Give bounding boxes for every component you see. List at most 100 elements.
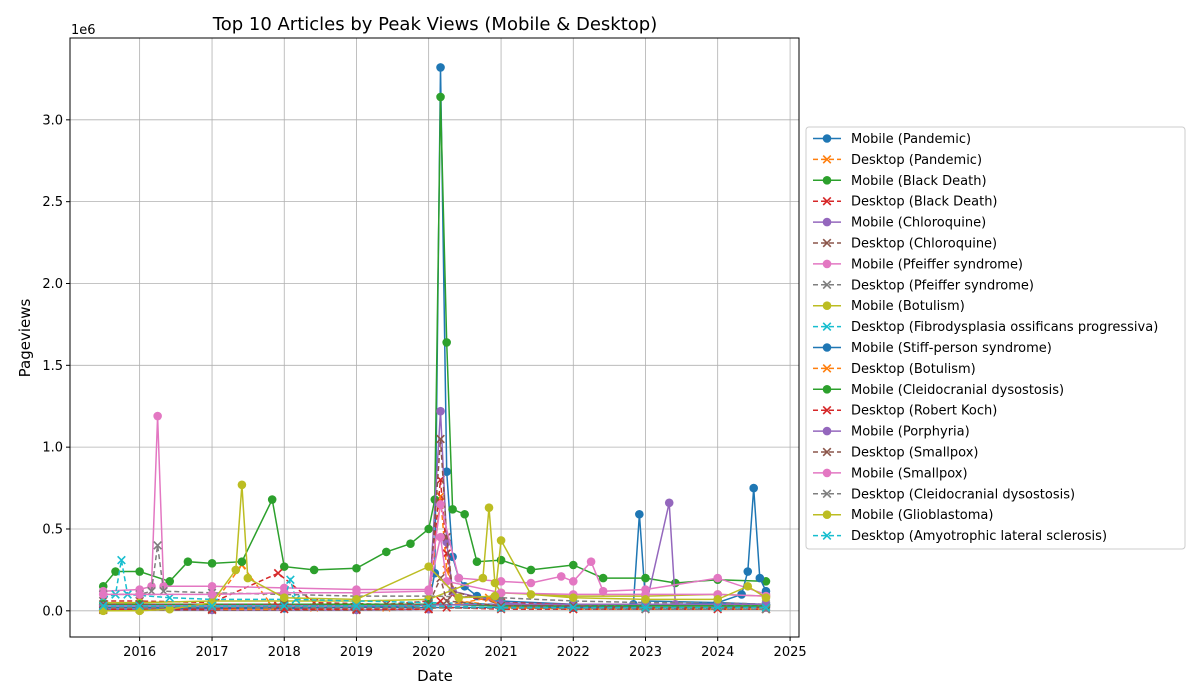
legend-marker <box>822 385 832 394</box>
x-tick-label: 2018 <box>268 645 301 660</box>
data-point <box>568 603 578 612</box>
data-point <box>568 577 578 586</box>
legend-marker <box>822 176 832 185</box>
legend-item: Desktop (Botulism) <box>813 362 976 377</box>
data-point <box>641 604 650 614</box>
legend-marker <box>822 238 832 248</box>
legend-marker <box>822 364 832 373</box>
y-tick-label: 0.0 <box>42 604 63 619</box>
plot-frame <box>69 37 800 638</box>
data-point <box>237 557 247 567</box>
data-point <box>436 406 445 416</box>
legend: Mobile (Pandemic) Desktop (Pandemic) Mobil… <box>805 126 1186 550</box>
legend-item: Desktop (Amyotrophic lateral sclerosis) <box>813 529 1107 544</box>
x-axis-label: Date <box>417 667 453 685</box>
series-line <box>103 605 766 609</box>
data-point <box>442 596 452 606</box>
data-point <box>490 578 500 588</box>
data-point <box>496 603 506 612</box>
y-tick-label: 1.5 <box>42 359 63 374</box>
x-tick-label: 2019 <box>340 645 373 660</box>
data-point <box>568 560 578 570</box>
legend-label: Desktop (Cleidocranial dysostosis) <box>851 487 1075 502</box>
data-point <box>755 573 765 583</box>
data-point <box>484 503 494 513</box>
legend-label: Desktop (Smallpox) <box>851 446 979 461</box>
x-tick-label: 2016 <box>123 645 156 660</box>
legend-marker <box>822 280 832 290</box>
data-point <box>490 591 500 601</box>
data-point <box>436 500 445 509</box>
legend-item: Desktop (Fibrodysplasia ossificans progr… <box>813 320 1158 335</box>
x-axis: 2016 2017 2018 2019 2020 2021 2022 2023 2024 2025 <box>123 637 807 660</box>
legend-item: Mobile (Chloroquine) <box>813 216 986 231</box>
series-line <box>103 416 767 596</box>
data-point <box>641 603 650 612</box>
legend-label: Mobile (Smallpox) <box>851 466 968 481</box>
legend-item: Desktop (Chloroquine) <box>813 237 997 252</box>
series-line <box>102 96 767 587</box>
legend-label: Desktop (Black Death) <box>851 195 998 210</box>
data-point <box>165 604 175 614</box>
data-point <box>737 590 746 599</box>
data-point <box>352 563 361 573</box>
data-point <box>598 586 608 596</box>
data-point <box>598 573 608 583</box>
data-point <box>279 562 289 571</box>
y-tick-label: 2.0 <box>42 277 63 292</box>
legend-item: Mobile (Stiff-person syndrome) <box>813 341 1052 356</box>
y-tick-label: 2.5 <box>42 195 63 210</box>
chart-title: Top 10 Articles by Peak Views (Mobile & … <box>212 14 657 35</box>
data-point <box>448 552 457 562</box>
legend-label: Mobile (Pandemic) <box>851 132 971 147</box>
x-tick-label: 2025 <box>774 645 807 660</box>
legend-label: Mobile (Black Death) <box>851 174 987 189</box>
y-offset-label: 1e6 <box>71 23 96 38</box>
legend-item: Mobile (Pfeiffer syndrome) <box>813 257 1023 272</box>
data-point <box>713 573 722 583</box>
data-point <box>135 567 144 576</box>
x-tick-label: 2023 <box>629 645 662 660</box>
data-point <box>442 467 451 477</box>
legend-marker <box>822 217 832 227</box>
series-line <box>103 606 766 610</box>
data-point <box>424 586 433 596</box>
data-point <box>243 573 253 583</box>
data-point <box>231 565 241 575</box>
data-point <box>478 573 488 583</box>
y-tick-label: 0.5 <box>42 522 63 537</box>
legend-item: Mobile (Smallpox) <box>813 466 968 481</box>
legend-item: Desktop (Black Death) <box>813 195 998 210</box>
data-point <box>496 536 506 545</box>
legend-label: Mobile (Botulism) <box>851 299 965 314</box>
data-point <box>743 581 753 591</box>
data-point <box>436 532 445 542</box>
x-tick-label: 2022 <box>557 645 590 660</box>
series-line <box>103 559 766 607</box>
data-point <box>526 565 536 575</box>
data-point <box>442 549 452 558</box>
data-point <box>135 601 145 611</box>
grid-lines <box>70 38 799 637</box>
legend-marker <box>822 489 832 499</box>
data-point <box>713 603 723 612</box>
legend-label: Mobile (Chloroquine) <box>851 216 986 231</box>
legend-box <box>805 126 1186 550</box>
legend-item: Mobile (Porphyria) <box>813 425 970 440</box>
y-axis: 0.0 0.5 1.0 1.5 2.0 2.5 3.0 <box>42 113 70 619</box>
legend-marker <box>822 510 832 519</box>
data-point <box>207 601 217 611</box>
x-tick-label: 2024 <box>701 645 734 660</box>
data-point <box>291 594 301 604</box>
data-point <box>111 567 120 576</box>
series-layer <box>98 63 771 616</box>
legend-marker <box>822 343 832 352</box>
data-point <box>286 575 295 585</box>
x-tick-label: 2020 <box>412 645 445 660</box>
data-point <box>267 495 277 504</box>
legend-item: Mobile (Pandemic) <box>813 132 971 147</box>
y-tick-label: 3.0 <box>42 113 63 128</box>
legend-item: Desktop (Robert Koch) <box>813 404 997 419</box>
data-point <box>526 578 536 588</box>
legend-item: Mobile (Black Death) <box>813 174 987 189</box>
